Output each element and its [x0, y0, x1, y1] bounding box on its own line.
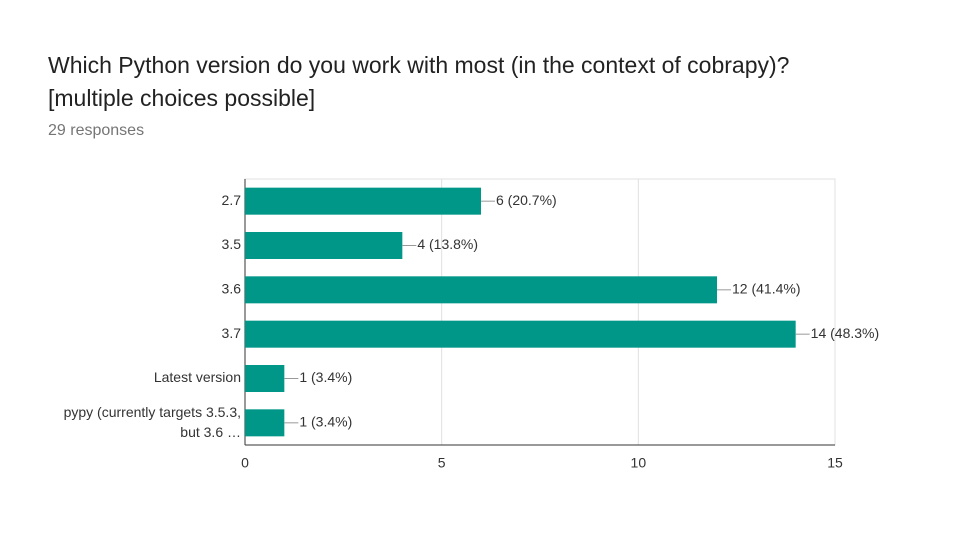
y-tick-label: pypy (currently targets 3.5.3, but 3.6 … — [64, 404, 241, 440]
chart-title: Which Python version do you work with mo… — [48, 52, 789, 111]
bar — [245, 365, 285, 392]
value-label: 14 (48.3%) — [811, 325, 879, 341]
bar — [245, 320, 796, 348]
value-label: 1 (3.4%) — [299, 414, 352, 430]
x-tick-label: 5 — [438, 455, 446, 471]
value-label: 1 (3.4%) — [299, 369, 352, 385]
bar — [245, 409, 285, 437]
value-label: 6 (20.7%) — [496, 192, 557, 208]
x-tick-label: 15 — [827, 455, 843, 471]
bar — [245, 232, 403, 259]
chart-subtitle: 29 responses — [48, 122, 144, 139]
y-tick-label: 3.7 — [222, 325, 242, 341]
y-tick-label: 2.7 — [222, 192, 242, 208]
value-label: 12 (41.4%) — [732, 281, 800, 297]
y-tick-label: 3.5 — [222, 236, 242, 252]
y-tick-label: Latest version — [154, 369, 241, 385]
bar — [245, 276, 717, 304]
x-tick-label: 10 — [631, 455, 647, 471]
x-tick-label: 0 — [241, 455, 249, 471]
bar — [245, 187, 481, 215]
y-tick-label: 3.6 — [222, 281, 242, 297]
value-label: 4 (13.8%) — [417, 236, 478, 252]
